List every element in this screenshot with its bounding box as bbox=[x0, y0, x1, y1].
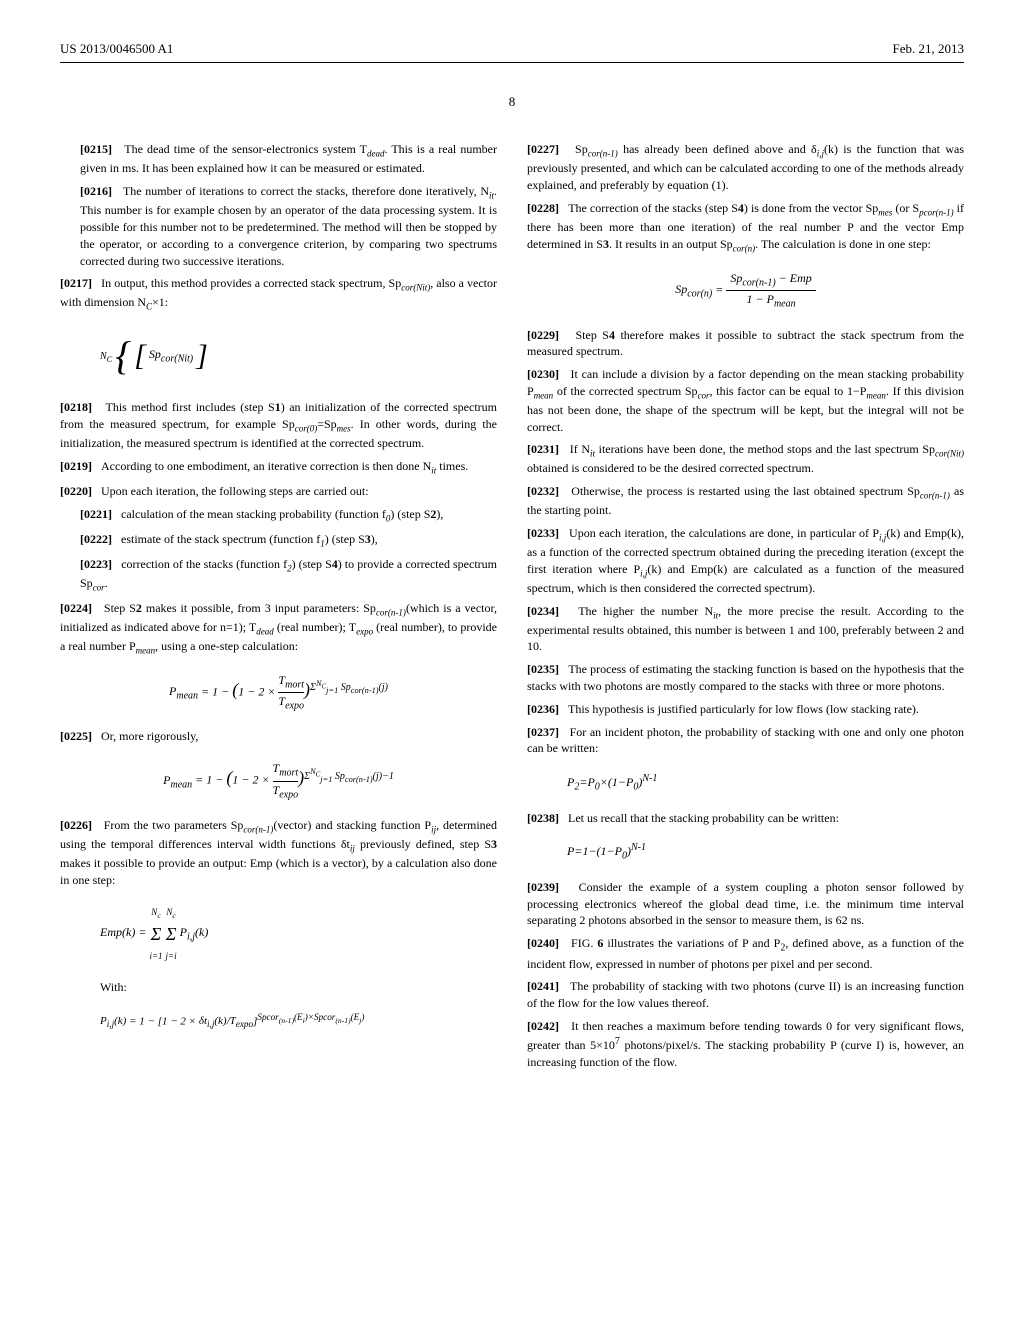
paragraph-0215: [0215] The dead time of the sensor-elect… bbox=[80, 141, 497, 177]
paragraph-0233: [0233] Upon each iteration, the calculat… bbox=[527, 525, 964, 597]
paragraph-0218: [0218] This method first includes (step … bbox=[60, 399, 497, 452]
paragraph-0220: [0220] Upon each iteration, the followin… bbox=[60, 483, 497, 500]
paragraph-0219: [0219] According to one embodiment, an i… bbox=[60, 458, 497, 477]
formula-with-label: With: bbox=[100, 979, 497, 996]
left-column: [0215] The dead time of the sensor-elect… bbox=[60, 141, 497, 1076]
paragraph-0240: [0240] FIG. 6 illustrates the variations… bbox=[527, 935, 964, 972]
paragraph-0242: [0242] It then reaches a maximum before … bbox=[527, 1018, 964, 1070]
page-number: 8 bbox=[60, 93, 964, 111]
paragraph-0229: [0229] Step S4 therefore makes it possib… bbox=[527, 327, 964, 361]
formula-emp: Emp(k) = NcΣi=1 NcΣj=i Pi,j(k) bbox=[100, 903, 497, 963]
page-header: US 2013/0046500 A1 Feb. 21, 2013 bbox=[60, 40, 964, 63]
formula-matrix: NC { [ Spcor(Nit) ] bbox=[100, 328, 497, 384]
paragraph-0227: [0227] Spcor(n-1) has already been defin… bbox=[527, 141, 964, 194]
paragraph-0239: [0239] Consider the example of a system … bbox=[527, 879, 964, 929]
formula-pij: Pi,j(k) = 1 − [1 − 2 × δti,j(k)/Texpo]Sp… bbox=[100, 1011, 497, 1032]
paragraph-0225: [0225] Or, more rigorously, bbox=[60, 728, 497, 745]
paragraph-0221: [0221] calculation of the mean stacking … bbox=[80, 506, 497, 525]
paragraph-0216: [0216] The number of iterations to corre… bbox=[80, 183, 497, 269]
paragraph-0234: [0234] The higher the number Nit, the mo… bbox=[527, 603, 964, 656]
paragraph-0232: [0232] Otherwise, the process is restart… bbox=[527, 483, 964, 519]
content-columns: [0215] The dead time of the sensor-elect… bbox=[60, 141, 964, 1076]
paragraph-0230: [0230] It can include a division by a fa… bbox=[527, 366, 964, 435]
paragraph-0238: [0238] Let us recall that the stacking p… bbox=[527, 810, 964, 827]
paragraph-0223: [0223] correction of the stacks (functio… bbox=[80, 556, 497, 594]
paragraph-0236: [0236] This hypothesis is justified part… bbox=[527, 701, 964, 718]
formula-pmean-1: Pmean = 1 − (1 − 2 × TmortTexpo)ΣNCj=1 S… bbox=[60, 672, 497, 714]
paragraph-0222: [0222] estimate of the stack spectrum (f… bbox=[80, 531, 497, 550]
patent-number: US 2013/0046500 A1 bbox=[60, 40, 173, 58]
paragraph-0217: [0217] In output, this method provides a… bbox=[60, 275, 497, 313]
publication-date: Feb. 21, 2013 bbox=[893, 40, 965, 58]
paragraph-0241: [0241] The probability of stacking with … bbox=[527, 978, 964, 1012]
paragraph-0237: [0237] For an incident photon, the proba… bbox=[527, 724, 964, 758]
formula-p: P=1−(1−P0)N-1 bbox=[567, 841, 964, 863]
paragraph-0231: [0231] If Nit iterations have been done,… bbox=[527, 441, 964, 477]
formula-spcor: Spcor(n) = Spcor(n-1) − Emp1 − Pmean bbox=[527, 270, 964, 312]
right-column: [0227] Spcor(n-1) has already been defin… bbox=[527, 141, 964, 1076]
paragraph-0228: [0228] The correction of the stacks (ste… bbox=[527, 200, 964, 255]
formula-p2: P2=P0×(1−P0)N-1 bbox=[567, 772, 964, 794]
paragraph-0235: [0235] The process of estimating the sta… bbox=[527, 661, 964, 695]
paragraph-0224: [0224] Step S2 makes it possible, from 3… bbox=[60, 600, 497, 657]
paragraph-0226: [0226] From the two parameters Spcor(n-1… bbox=[60, 817, 497, 889]
formula-pmean-2: Pmean = 1 − (1 − 2 × TmortTexpo)ΣNCj=1 S… bbox=[60, 760, 497, 802]
